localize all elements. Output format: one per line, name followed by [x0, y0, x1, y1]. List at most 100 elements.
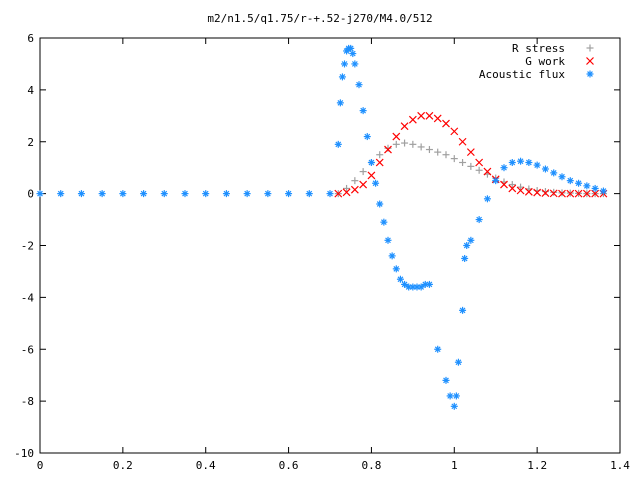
legend-marker: [586, 44, 594, 52]
data-point: [575, 179, 583, 187]
x-tick-label: 0: [37, 459, 44, 472]
data-point: [541, 165, 549, 173]
data-point: [338, 73, 346, 81]
y-tick-label: -4: [21, 291, 35, 304]
plot-marks: [36, 44, 608, 410]
y-tick-label: -6: [21, 343, 34, 356]
data-point: [36, 190, 44, 198]
data-point: [558, 173, 566, 181]
data-point: [433, 114, 442, 123]
x-tick-label: 0.8: [361, 459, 381, 472]
data-point: [483, 195, 491, 203]
data-point: [591, 189, 600, 198]
y-tick-label: -10: [14, 447, 34, 460]
data-point: [524, 187, 533, 196]
data-point: [401, 139, 409, 147]
data-point: [508, 184, 517, 193]
data-point: [77, 190, 85, 198]
data-point: [384, 145, 392, 154]
x-tick-label: 1: [451, 459, 458, 472]
data-point: [417, 143, 425, 151]
data-point: [334, 189, 343, 198]
data-point: [349, 50, 357, 58]
legend-marker: [586, 57, 594, 65]
data-point: [475, 166, 483, 174]
data-point: [508, 159, 516, 166]
data-point: [458, 137, 467, 146]
data-point: [508, 181, 516, 189]
data-point: [347, 44, 355, 52]
legend-label: G work: [525, 55, 565, 68]
chart-title: m2/n1.5/q1.75/r-+.52-j270/M4.0/512: [207, 12, 432, 25]
data-point: [467, 162, 475, 170]
data-point: [119, 190, 127, 198]
data-point: [285, 190, 293, 198]
data-point: [351, 177, 359, 185]
data-point: [367, 159, 375, 166]
data-point: [372, 179, 380, 187]
data-point: [533, 161, 541, 169]
data-point: [396, 275, 404, 283]
data-point: [425, 111, 434, 120]
y-tick-label: 4: [27, 84, 34, 97]
data-point: [392, 265, 400, 273]
data-point: [375, 158, 384, 167]
data-point: [566, 177, 574, 185]
data-point: [367, 171, 376, 180]
data-point: [466, 148, 475, 157]
data-point: [475, 158, 484, 167]
data-point: [459, 159, 467, 166]
data-point: [326, 190, 334, 198]
legend-label: R stress: [512, 42, 565, 55]
data-point: [461, 254, 469, 262]
data-point: [517, 157, 525, 165]
data-point: [599, 187, 607, 195]
data-point: [442, 151, 450, 159]
data-point: [442, 119, 450, 128]
data-point: [181, 190, 189, 198]
data-point: [351, 60, 359, 68]
data-point: [388, 252, 396, 260]
data-point: [582, 189, 591, 198]
data-point: [525, 159, 533, 166]
data-point: [98, 190, 106, 198]
data-point: [409, 140, 417, 148]
data-point: [558, 189, 566, 198]
data-point: [57, 190, 65, 198]
data-point: [550, 188, 558, 196]
data-point: [334, 140, 342, 148]
data-point: [202, 190, 210, 198]
data-point: [305, 190, 313, 198]
data-point: [384, 144, 392, 152]
data-point: [483, 167, 492, 176]
data-point: [434, 345, 442, 353]
data-point: [392, 132, 401, 141]
data-point: [516, 186, 525, 195]
data-point: [467, 236, 475, 244]
data-point: [533, 188, 542, 197]
x-tick-label: 0.4: [196, 459, 216, 472]
data-point: [434, 148, 442, 156]
data-point: [264, 190, 272, 198]
legend-label: Acoustic flux: [479, 68, 565, 81]
x-tick-label: 1.2: [527, 459, 547, 472]
data-point: [355, 81, 363, 89]
data-point: [591, 184, 599, 192]
y-tick-label: 0: [27, 188, 34, 201]
data-point: [454, 358, 462, 366]
data-point: [400, 122, 409, 131]
data-point: [417, 111, 426, 120]
data-point: [350, 185, 359, 194]
data-point: [336, 99, 344, 107]
data-point: [380, 218, 388, 226]
data-point: [425, 280, 433, 288]
data-point: [459, 306, 467, 314]
series-1: [334, 111, 608, 198]
data-point: [450, 155, 458, 163]
data-point: [425, 146, 433, 154]
data-point: [359, 168, 367, 176]
data-point: [500, 180, 508, 189]
data-point: [392, 140, 400, 148]
data-point: [446, 392, 454, 400]
